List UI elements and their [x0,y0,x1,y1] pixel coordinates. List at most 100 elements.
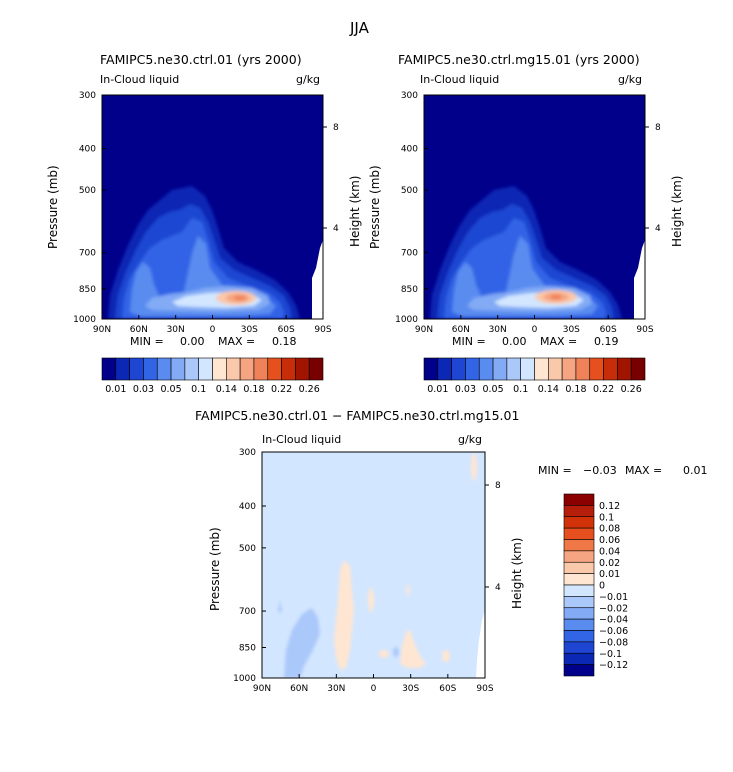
panel3-xtick-label: 90N [253,684,271,694]
panel2-ytick-label: 400 [401,145,418,155]
panel2-ytick-label: 850 [401,285,418,295]
panel3-pos-contour-4 [400,630,426,668]
panel3-colorbar-box [563,539,595,552]
panel1-colorbar-label: 0.22 [271,384,292,395]
panel1-contour-9 [234,295,246,301]
panel1-colorbar-box [115,357,130,381]
panel1-ytick-label: 500 [79,186,96,196]
panel2-xtick-label: 90S [636,325,653,335]
panel3-neg-contour-2 [278,600,282,612]
panel1-xtick-label: 60N [130,325,148,335]
panel2-title: FAMIPC5.ne30.ctrl.mg15.01 (yrs 2000) [398,52,640,67]
panel3-colorbar-label: 0.1 [599,512,614,523]
panel2-colorbar-label: 0.22 [593,384,614,395]
panel3-colorbar-box [563,573,595,586]
panel3-colorbar-label: 0.04 [599,546,620,557]
panel3-colorbar-label: −0.1 [599,649,622,660]
panel2-colorbar-label: 0.14 [538,384,559,395]
panel3-ytick-label: 500 [239,544,256,554]
panel3-colorbar-label: −0.08 [599,637,628,648]
panel2-colorbar-box [520,357,535,381]
panel2-colorbar-box [589,357,604,381]
panel3-pos-contour-5 [442,650,450,662]
panel2-xtick-label: 0 [532,325,538,335]
panel1-colorbar-box [184,357,199,381]
panel3-ytick-label: 300 [239,448,256,458]
panel1-colorbar-box [170,357,186,381]
panel3-colorbar-box [563,561,595,574]
panel1-ytick-right-label: 8 [333,123,339,133]
panel1-colorbar-box [281,357,296,381]
panel1-xtick-label: 30S [241,325,258,335]
panel3-pos-contour-6 [471,453,477,481]
panel2-xtick-label: 60S [600,325,617,335]
panel1-colorbar-box [226,357,241,381]
panel2-colorbar-box [492,357,508,381]
panel1-xtick-label: 60S [278,325,295,335]
panel3-colorbar-label: −0.01 [599,592,628,603]
panel1-xtick-label: 90N [93,325,111,335]
panel1-xtick-label: 90S [314,325,331,335]
panel3-colorbar-box [563,664,595,677]
panel2-colorbar-label: 0.05 [482,384,503,395]
panel2-ytick-label: 500 [401,186,418,196]
panel2-field [424,95,645,319]
panel1-min-label: MIN = [130,335,164,348]
panel3-colorbar-box [563,505,595,518]
panel1-colorbar-box [156,357,172,381]
panel2-max-value: 0.19 [594,335,619,348]
panel1-ytick-label: 400 [79,145,96,155]
panel3-colorbar-label: 0.08 [599,524,620,535]
panel3-colorbar-label: 0.01 [599,569,620,580]
panel3-ytick-label: 400 [239,502,256,512]
panel3-min-value: −0.03 [583,464,617,477]
panel3-neg-contour-3 [393,647,399,657]
panel2-subtitle-left: In-Cloud liquid [420,73,500,86]
panel2-colorbar-box [534,357,549,381]
panel1-title: FAMIPC5.ne30.ctrl.01 (yrs 2000) [100,52,302,67]
panel2-colorbar-box [451,357,466,381]
panel1-max-value: 0.18 [272,335,297,348]
panel2-colorbar-box [506,357,521,381]
figure-title: JJA [350,19,369,37]
panel2-min-value: 0.00 [502,335,527,348]
panel2-colorbar-box [437,357,452,381]
panel2-colorbar-box [617,357,632,381]
panel1-colorbar-box [129,357,144,381]
panel1-subtitle-right: g/kg [296,73,321,86]
panel2-colorbar-label: 0.03 [455,384,476,395]
panel3-title: FAMIPC5.ne30.ctrl.01 − FAMIPC5.ne30.ctrl… [195,408,520,423]
panel3-colorbar-label: 0.12 [599,501,620,512]
panel1-ytick-label: 700 [79,249,96,259]
panel2-colorbar-box [575,357,591,381]
panel3-colorbar-label: −0.04 [599,615,628,626]
panel3-colorbar-label: −0.12 [599,660,628,671]
panel1-colorbar-box [253,357,269,381]
panel3-pos-contour-7 [406,584,410,596]
panel3-colorbar-box [563,596,595,609]
panel3-colorbar-box [563,550,595,563]
panel3-colorbar-box [563,641,595,654]
panel1-min-value: 0.00 [180,335,205,348]
panel3-max-value: 0.01 [683,464,708,477]
panel3-ytick-label: 1000 [233,674,256,684]
panel3-subtitle-left: In-Cloud liquid [262,433,342,446]
panel2-colorbar-box [465,357,480,381]
panel3-xtick-label: 60N [290,684,308,694]
panel1-colorbar-label: 0.05 [160,384,181,395]
panel3-subtitle-right: g/kg [458,433,483,446]
panel3-colorbar-label: 0.06 [599,535,620,546]
panel3-neg-contour-1 [284,608,320,678]
panel2-xtick-label: 90N [415,325,433,335]
panel3-colorbar-label: −0.02 [599,603,628,614]
panel2-ytick-right-label: 4 [655,224,661,234]
panel3-masked-terrain [476,610,485,678]
panel1-colorbar-label: 0.26 [299,384,320,395]
panel3-xtick-label: 90S [476,684,493,694]
panel3-max-label: MAX = [625,464,663,477]
panel2-max-label: MAX = [540,335,578,348]
panel2-ytick-label: 300 [401,91,418,101]
panel3-ytick-label: 850 [239,643,256,653]
panel1-colorbar-box [143,357,158,381]
panel2-colorbar-box [423,357,439,381]
